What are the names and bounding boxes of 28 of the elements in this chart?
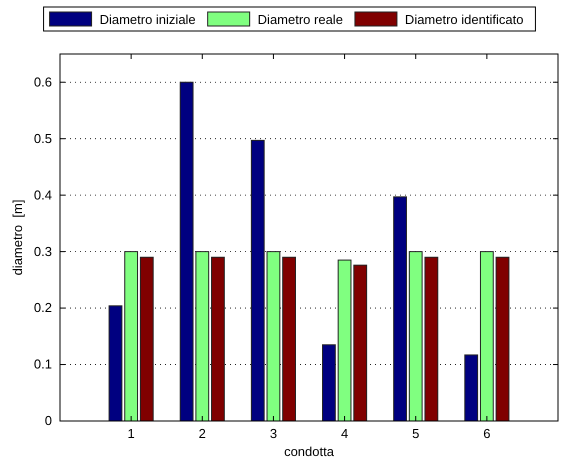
x-axis-title: condotta bbox=[284, 444, 335, 459]
y-tick-label: 0.6 bbox=[34, 74, 52, 90]
legend-label: Diametro iniziale bbox=[100, 12, 196, 27]
x-tick-label: 5 bbox=[412, 426, 420, 442]
x-tick-label: 3 bbox=[270, 426, 278, 442]
legend-label: Diametro identificato bbox=[404, 12, 524, 27]
bar bbox=[393, 196, 407, 422]
bar bbox=[180, 82, 194, 422]
y-tick-label: 0.2 bbox=[34, 300, 52, 316]
bar bbox=[211, 256, 225, 422]
bar bbox=[140, 256, 154, 422]
x-tick-label: 2 bbox=[198, 426, 206, 442]
y-tick-label: 0.5 bbox=[34, 130, 52, 146]
y-axis-title: diametro [m] bbox=[10, 200, 25, 276]
bar bbox=[250, 140, 265, 422]
bar bbox=[353, 264, 368, 422]
bar bbox=[464, 354, 478, 422]
x-tick-label: 6 bbox=[483, 426, 490, 442]
x-tick-label: 1 bbox=[128, 426, 135, 442]
y-tick-label: 0.1 bbox=[34, 356, 52, 372]
y-tick-label: 0 bbox=[44, 413, 52, 428]
bar bbox=[424, 256, 438, 422]
y-tick-label: 0.4 bbox=[34, 187, 52, 202]
legend-label: Diametro reale bbox=[258, 12, 343, 27]
x-tick-label: 4 bbox=[340, 426, 348, 442]
bar bbox=[408, 251, 423, 422]
bar bbox=[195, 251, 210, 422]
y-tick-label: 0.3 bbox=[34, 244, 52, 259]
